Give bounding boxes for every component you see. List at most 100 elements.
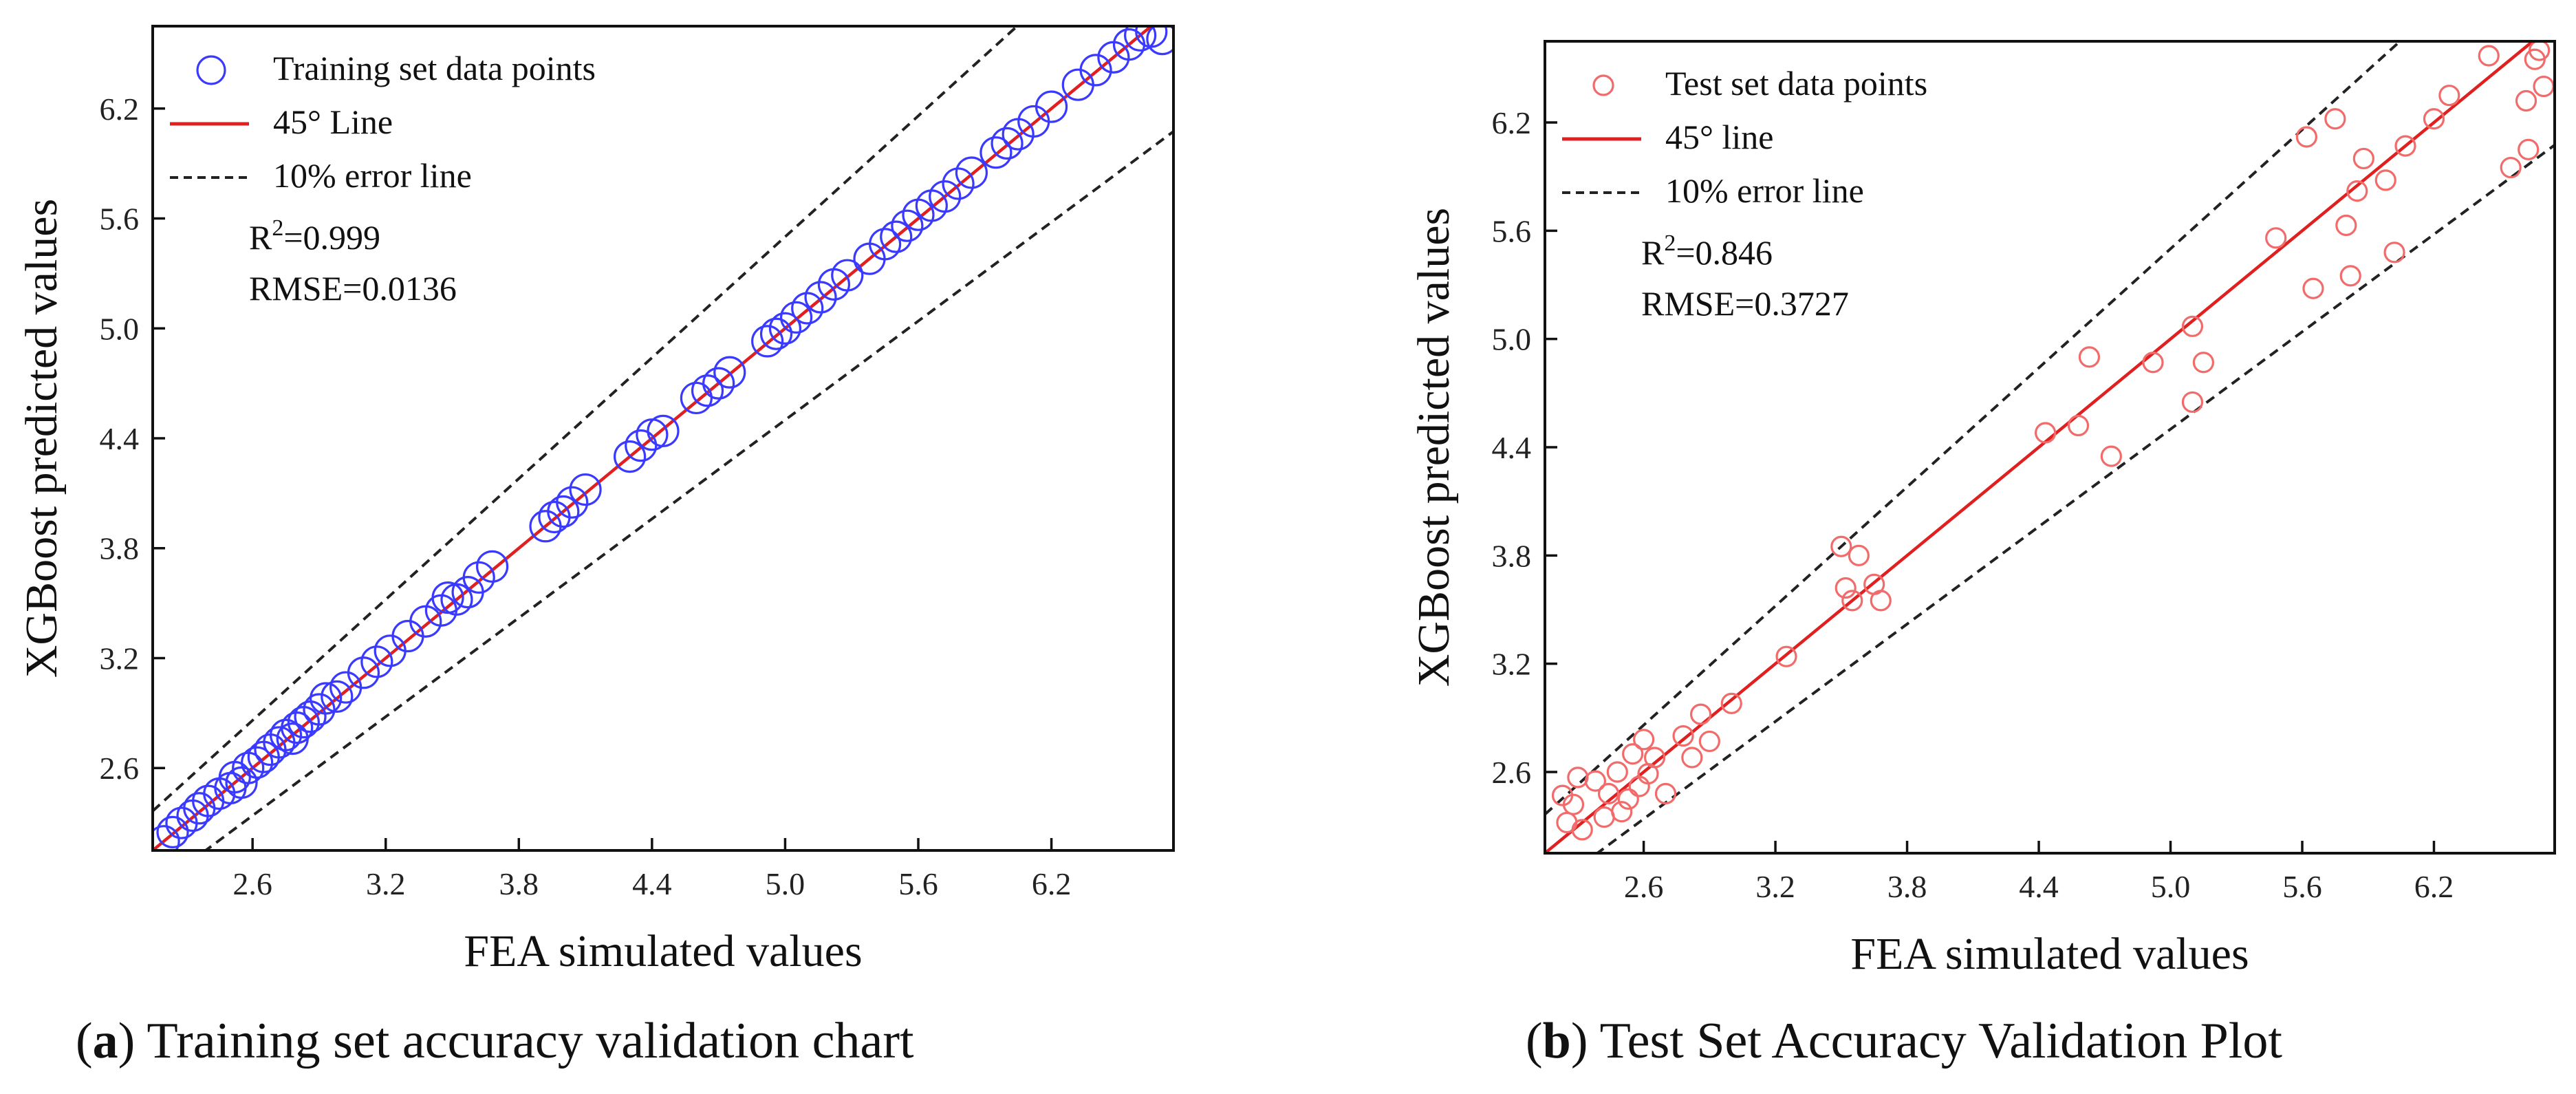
data-point <box>1672 725 1694 747</box>
legend-error-label: 10% error line <box>1665 171 1864 210</box>
data-point <box>2515 89 2537 112</box>
data-point <box>2192 352 2214 374</box>
y-tick-label: 3.2 <box>1492 647 1532 682</box>
data-point <box>751 325 784 358</box>
data-point <box>2181 391 2204 414</box>
data-point <box>303 693 336 726</box>
data-point <box>955 156 988 189</box>
x-tick-label: 6.2 <box>2414 869 2454 904</box>
x-tick-label: 5.0 <box>2151 869 2191 904</box>
y-tick-label: 2.6 <box>1492 755 1532 790</box>
data-point <box>768 312 802 345</box>
rmse-annotation: RMSE=0.3727 <box>1641 284 1849 323</box>
data-point <box>241 746 274 779</box>
legend: Test set data points 45° line 10% error li… <box>1562 64 1927 210</box>
data-point <box>1848 544 1870 566</box>
data-point <box>321 680 354 713</box>
data-point <box>713 356 746 389</box>
data-point <box>1035 90 1068 123</box>
y-tick-label: 4.4 <box>1492 430 1532 465</box>
data-point <box>360 645 393 678</box>
plot-area <box>1545 41 2555 853</box>
legend-line45-label: 45° Line <box>273 103 393 141</box>
data-point <box>991 127 1024 160</box>
data-point <box>2339 265 2361 287</box>
data-point <box>680 381 713 415</box>
data-point <box>1146 26 1173 56</box>
x-axis-label: FEA simulated values <box>1850 929 2249 979</box>
data-point <box>1597 782 1620 805</box>
y-tick-label: 3.2 <box>100 641 140 676</box>
data-point <box>2394 135 2416 157</box>
x-tick-label: 6.2 <box>1032 866 1072 901</box>
data-point <box>2035 422 2057 444</box>
data-point <box>1689 703 1712 725</box>
data-point <box>2302 277 2324 299</box>
data-point <box>1681 747 1703 769</box>
data-point <box>1870 590 1892 612</box>
data-point <box>1622 743 1644 765</box>
data-point <box>281 711 314 744</box>
data-point <box>1606 761 1628 783</box>
x-tick-label: 3.8 <box>1887 869 1927 904</box>
data-point <box>1775 645 1797 667</box>
data-point <box>1720 692 1742 714</box>
y-tick-label: 4.4 <box>100 421 140 456</box>
x-tick-label: 3.2 <box>1755 869 1795 904</box>
data-point <box>475 550 509 583</box>
x-tick-label: 3.2 <box>366 866 406 901</box>
data-point <box>2100 445 2122 467</box>
data-point <box>2383 242 2405 264</box>
data-point <box>647 414 680 447</box>
data-point <box>2529 41 2551 61</box>
data-point <box>1633 729 1655 751</box>
legend-point-marker <box>1592 74 1614 96</box>
y-tick-label: 3.8 <box>100 531 140 566</box>
r2-annotation: R2=0.999 <box>249 215 380 257</box>
data-point <box>2078 346 2101 368</box>
y-tick-label: 5.0 <box>100 311 140 346</box>
y-tick-label: 5.0 <box>1492 322 1532 357</box>
x-tick-label: 5.6 <box>2282 869 2322 904</box>
data-point <box>880 220 913 253</box>
data-point <box>2500 156 2522 179</box>
y-axis-label: XGBoost predicted values <box>17 199 67 678</box>
data-point <box>1584 770 1606 792</box>
y-tick-label: 5.6 <box>1492 213 1532 248</box>
data-point <box>2265 227 2287 249</box>
legend-points-label: Test set data points <box>1665 64 1927 103</box>
data-point <box>2067 414 2090 437</box>
x-tick-label: 2.6 <box>232 866 272 901</box>
data-point <box>2478 45 2500 67</box>
caption-b: (b) Test Set Accuracy Validation Plot <box>1526 1013 2282 1069</box>
data-point <box>702 367 735 400</box>
data-point <box>1124 26 1157 52</box>
y-tick-label: 5.6 <box>100 202 140 237</box>
data-point <box>2352 147 2374 170</box>
data-point <box>2295 126 2317 148</box>
data-point <box>791 292 824 325</box>
data-point <box>462 561 495 594</box>
legend-point-marker <box>196 55 226 85</box>
data-point <box>1079 54 1112 87</box>
plot-frame <box>1544 40 2556 855</box>
data-point <box>2142 352 2164 374</box>
data-point <box>1654 782 1677 805</box>
data-point <box>2533 75 2555 98</box>
data-point <box>1611 801 1633 823</box>
data-point <box>1698 730 1720 753</box>
data-point <box>1135 26 1168 48</box>
data-point <box>569 473 602 506</box>
error-line-1 <box>153 26 1019 813</box>
data-point <box>942 167 975 200</box>
error-line-2 <box>1594 144 2555 853</box>
data-point <box>1834 577 1857 599</box>
data-point <box>2181 315 2204 337</box>
data-point <box>979 136 1013 169</box>
data-point <box>831 259 864 292</box>
data-point <box>1830 535 1852 557</box>
y-tick-label: 6.2 <box>1492 105 1532 140</box>
caption-a: (a) Training set accuracy validation cha… <box>76 1013 914 1069</box>
error-line-1 <box>1545 41 2403 816</box>
